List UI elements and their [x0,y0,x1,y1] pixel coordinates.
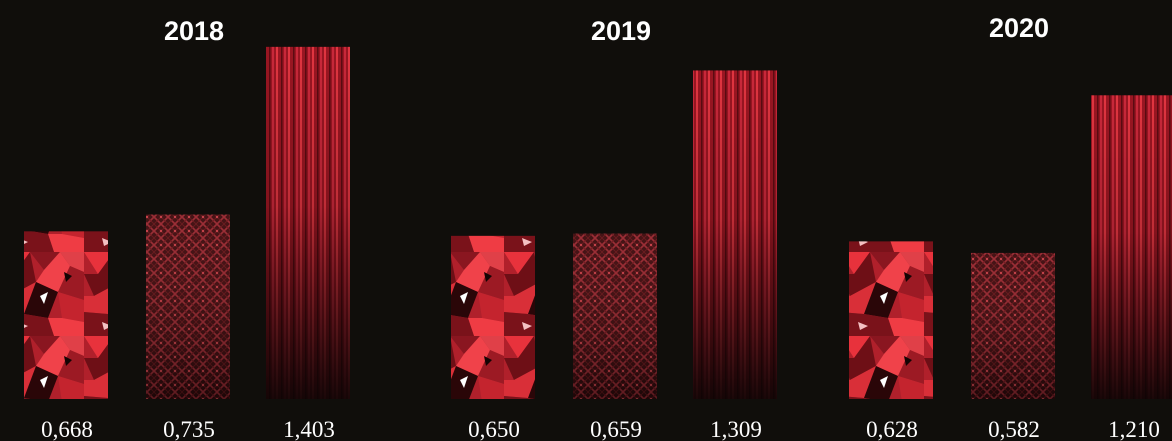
bar-value-label: 0,668 [41,417,93,441]
bar-value-label: 1,403 [283,417,335,441]
bar-group-2020: 2020 0,628 0,582 1,210 [849,13,1172,441]
bar-shade [971,252,1055,399]
bar-value-label: 0,582 [988,417,1040,441]
bar-2018-1 [24,231,108,399]
bar-2020-1 [849,241,933,399]
bar-shade [266,46,350,400]
bar-shade [573,233,657,399]
bar-value-label: 0,659 [590,417,642,441]
bar-value-label: 1,210 [1108,417,1160,441]
bar-value-label: 1,309 [710,417,762,441]
group-title: 2020 [989,13,1049,43]
bar-shade [693,70,777,399]
bar-value-label: 0,735 [163,417,215,441]
group-title: 2019 [591,16,651,46]
bar-shade [146,214,230,399]
bar-group-2019: 2019 0,650 0,659 1,309 [451,16,777,441]
bar-group-2018: 2018 0,668 0,735 1,403 [24,16,350,441]
bar-shade [1091,95,1172,399]
bar-value-label: 0,650 [468,417,520,441]
bar-value-label: 0,628 [866,417,918,441]
group-title: 2018 [164,16,224,46]
bar-2019-1 [451,235,535,399]
